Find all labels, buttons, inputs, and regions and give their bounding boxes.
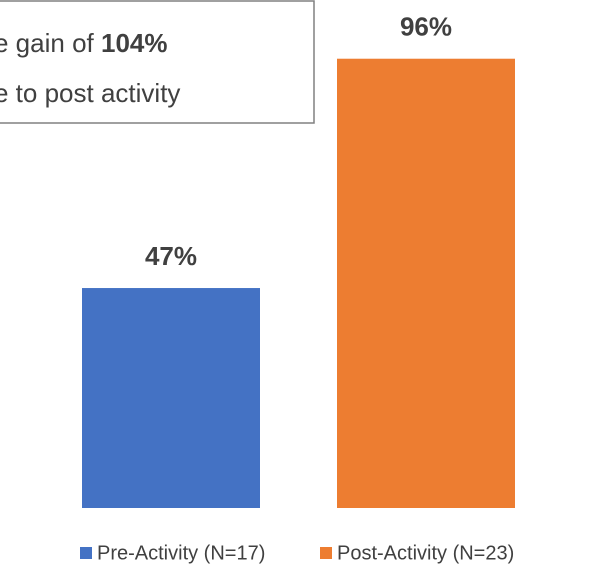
annotation-text: e gain of [0, 28, 101, 58]
annotation-line2: e to post activity [0, 78, 180, 108]
annotation-line1: e gain of 104% [0, 28, 167, 58]
annotation-highlight: 104% [101, 28, 168, 58]
bar [82, 288, 260, 508]
annotation-box [0, 0, 315, 124]
legend-swatch [80, 547, 92, 559]
legend-label: Pre-Activity (N=17) [97, 542, 265, 564]
bar [337, 58, 515, 508]
data-label: 47% [145, 241, 197, 271]
legend-label: Post-Activity (N=23) [337, 542, 514, 564]
data-label: 96% [400, 12, 452, 42]
legend-swatch [320, 547, 332, 559]
